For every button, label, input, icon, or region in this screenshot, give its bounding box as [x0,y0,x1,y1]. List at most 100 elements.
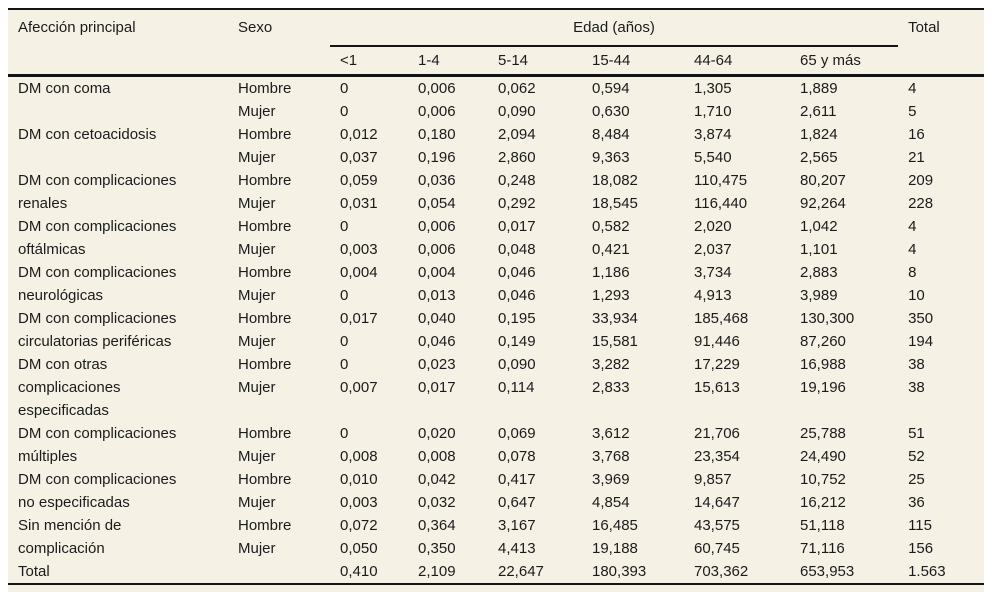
cell-condition: oftálmicas [18,241,86,258]
cell-sexo: Hombre [238,172,292,189]
cell-value: 0,421 [592,241,630,258]
cell-value: 18,545 [592,195,638,212]
cell-value: 0,023 [418,356,456,373]
cell-value: 16,485 [592,517,638,534]
cell-value: 5,540 [694,149,732,166]
cell-value: 1,305 [694,80,732,97]
cell-sexo: Hombre [238,80,292,97]
cell-sexo: Hombre [238,218,292,235]
cell-condition: complicaciones [18,379,121,396]
cell-total: 25 [908,471,925,488]
cell-value: 3,969 [592,471,630,488]
column-group-header-edad: Edad (años) [330,9,899,47]
column-header-age: 15-44 [592,52,631,69]
cell-value: 16,988 [800,356,846,373]
cell-sexo [228,560,330,584]
table-row: Mujer 0,037 0,196 2,860 9,363 5,540 2,565 21 [8,146,984,169]
cell-value: 0,007 [340,379,378,396]
cell-value: 0,078 [498,448,536,465]
table-header: Afección principal Sexo Edad (años) Tota… [8,9,985,76]
cell-value: 80,207 [800,172,846,189]
cell-condition: DM con complicaciones [18,425,177,442]
cell-total: 16 [908,126,925,143]
cell-value: 15,581 [592,333,638,350]
cell-sexo: Hombre [238,425,292,442]
cell-value: 60,745 [694,540,740,557]
cell-value: 19,196 [800,379,846,396]
cell-value: 3,282 [592,356,630,373]
cell-value: 0,180 [418,126,456,143]
cell-value: 4,913 [694,287,732,304]
column-header-age: 44-64 [694,52,733,69]
cell-sexo: Hombre [238,517,292,534]
cell-value: 3,768 [592,448,630,465]
cell-value: 0 [340,80,349,97]
cell-value: 0,006 [418,241,456,258]
cell-value: 0,054 [418,195,456,212]
column-header-age: 5-14 [498,52,529,69]
cell-total: 115 [908,517,932,534]
cell-value: 0,364 [418,517,456,534]
cell-value: 4,854 [592,494,630,511]
table-row: complicaciones Mujer 0,007 0,017 0,114 2,833 1… [8,376,984,399]
cell-value: 0,010 [340,471,378,488]
cell-total: 51 [908,425,925,442]
cell-value: 2,094 [498,126,536,143]
cell-value: 0,003 [340,494,378,511]
cell-total: 4 [908,241,917,258]
cell-value: 0 [340,425,349,442]
cell-value: 0 [340,287,349,304]
cell-condition: circulatorias periféricas [18,333,172,350]
cell-total: 156 [908,540,934,557]
cell-total: 5 [908,103,917,120]
cell-total: 1.563 [908,563,946,580]
cell-condition: neurológicas [18,287,104,304]
cell-value: 0,032 [418,494,456,511]
cell-total: 38 [908,379,925,396]
cell-sexo: Mujer [238,195,276,212]
cell-condition: renales [18,195,68,212]
cell-value: 0,647 [498,494,536,511]
cell-total: 10 [908,287,925,304]
cell-value: 0,090 [498,103,536,120]
cell-condition: DM con complicaciones [18,172,177,189]
cell-value: 0,006 [418,103,456,120]
cell-total: 38 [908,356,925,373]
cell-value: 0,114 [498,379,535,396]
cell-value [790,399,898,422]
table-row: DM con otras Hombre 0 0,023 0,090 3,282 17,229… [8,353,984,376]
cell-value: 14,647 [694,494,740,511]
cell-value: 0,012 [340,126,378,143]
cell-total [898,399,984,422]
table-row: complicación Mujer 0,050 0,350 4,413 19,188 60… [8,537,984,560]
cell-value: 0,048 [498,241,536,258]
cell-value: 17,229 [694,356,740,373]
header-row-ages: <1 1-4 5-14 15-44 44-64 65 y más [8,46,984,76]
table-row: DM con complicaciones Hombre 0,059 0,036 0,2… [8,169,984,192]
cell-sexo: Hombre [238,471,292,488]
cell-value: 0,582 [592,218,630,235]
table-row: DM con complicaciones Hombre 0,017 0,040 0,1… [8,307,984,330]
cell-sexo: Mujer [238,287,276,304]
cell-value: 0,630 [592,103,630,120]
cell-sexo: Hombre [238,356,292,373]
cell-value: 0 [340,356,349,373]
cell-value: 71,116 [800,540,845,557]
cell-value: 2,611 [800,103,837,120]
table-row: oftálmicas Mujer 0,003 0,006 0,048 0,421 2,037… [8,238,984,261]
cell-condition [8,146,228,169]
column-header-total: Total [908,19,940,36]
cell-sexo: Mujer [238,540,276,557]
table-row: DM con cetoacidosis Hombre 0,012 0,180 2,094… [8,123,984,146]
cell-value: 2,020 [694,218,732,235]
data-table: Afección principal Sexo Edad (años) Tota… [8,8,985,585]
cell-value: 0,062 [498,80,536,97]
cell-total: 8 [908,264,917,281]
cell-value: 24,490 [800,448,846,465]
cell-value: 0,050 [340,540,378,557]
cell-value: 0,017 [418,379,456,396]
cell-value [488,399,582,422]
header-row-group: Afección principal Sexo Edad (años) Tota… [8,9,984,47]
cell-value: 0,031 [340,195,378,212]
table-row: DM con complicaciones Hombre 0,004 0,004 0,0… [8,261,984,284]
